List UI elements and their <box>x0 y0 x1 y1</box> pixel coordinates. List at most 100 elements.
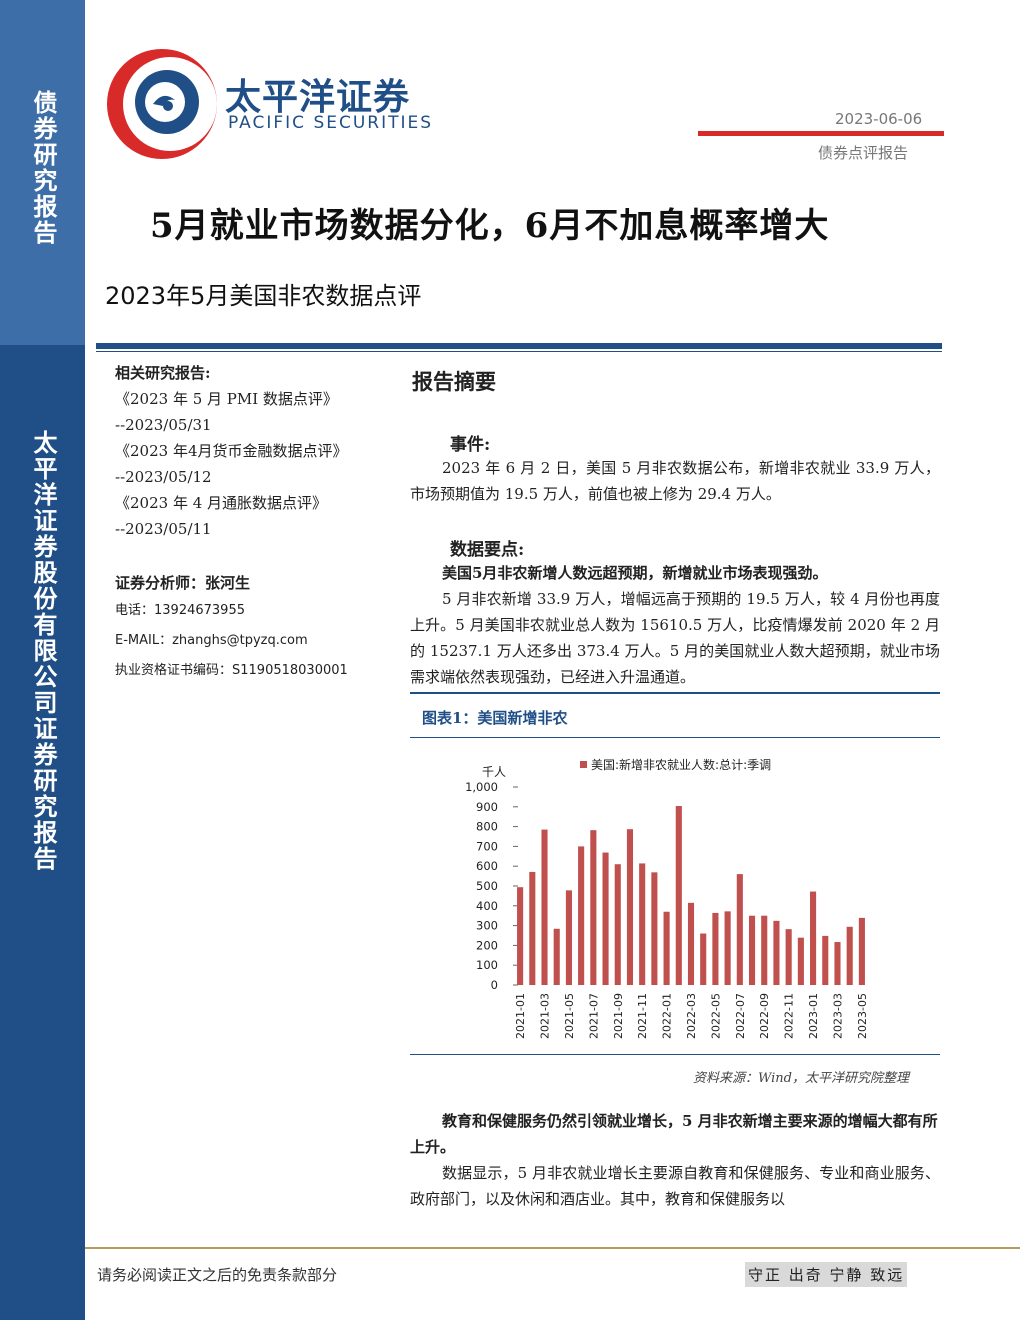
footer-rule <box>85 1247 1020 1249</box>
footer-motto: 守正 出奇 宁静 致远 <box>745 1262 908 1287</box>
y-tick-label: 700 <box>476 839 498 853</box>
left-column: 相关研究报告: 《2023 年 5 月 PMI 数据点评》 --2023/05/… <box>115 360 385 686</box>
bar <box>565 890 572 985</box>
points-heading: 数据要点: <box>450 540 525 560</box>
bar <box>687 902 695 985</box>
y-tick-label: 100 <box>476 958 498 972</box>
x-tick-label: 2021-05 <box>563 993 576 1039</box>
analyst-cert: 执业资格证书编码：S1190518030001 <box>115 663 348 678</box>
event-heading: 事件: <box>450 435 491 455</box>
analyst-heading: 证券分析师：张河生 <box>115 574 251 592</box>
bar <box>748 915 756 985</box>
x-tick-label: 2023-05 <box>856 993 869 1039</box>
related-report-link[interactable]: 《2023 年4月货币金融数据点评》 <box>115 442 348 460</box>
bar <box>822 935 829 985</box>
bar <box>553 928 560 985</box>
bottom-text-block: 教育和保健服务仍然引领就业增长，5 月非农新增主要来源的增幅大都有所上升。 数据… <box>410 1108 940 1212</box>
related-report-date: --2023/05/11 <box>115 520 212 538</box>
report-date: 2023-06-06 <box>835 110 923 128</box>
x-tick-label: 2021-09 <box>612 993 625 1039</box>
bar <box>578 846 585 985</box>
x-tick-label: 2023-03 <box>831 993 844 1039</box>
bar <box>846 926 853 985</box>
bar <box>773 920 780 985</box>
figure-sep-rule <box>410 737 940 738</box>
sidebar-company-label: 太平洋证券股份有限公司证券研究报告 <box>29 430 57 872</box>
bar <box>602 852 609 985</box>
y-tick-label: 500 <box>476 879 498 893</box>
bar <box>700 933 707 985</box>
figure-box: 图表1：美国新增非农 千人 1,000 900 800 700 600 500 400 300 2… <box>410 692 940 1057</box>
point1-heading: 美国5月非农新增人数远超预期，新增就业市场表现强劲。 <box>442 564 828 582</box>
analyst-phone: 电话：13924673955 <box>115 603 245 618</box>
bar <box>785 929 792 985</box>
related-heading: 相关研究报告: <box>115 364 211 382</box>
related-report-link[interactable]: 《2023 年 4 月通胀数据点评》 <box>115 494 328 512</box>
y-tick-label: 1,000 <box>465 780 498 794</box>
summary-column: 报告摘要 事件: 2023 年 6 月 2 日，美国 5 月非农数据公布，新增非… <box>410 362 940 690</box>
sidebar-report-category: 债券研究报告 <box>29 90 57 246</box>
bar <box>529 871 536 985</box>
x-tick-label: 2022-01 <box>661 993 674 1039</box>
sidebar-top-band <box>0 0 85 345</box>
y-tick-label: 400 <box>476 899 498 913</box>
y-axis-label: 千人 <box>482 765 506 779</box>
figure-source: 资料来源：Wind，太平洋研究院整理 <box>693 1071 909 1086</box>
bar <box>810 891 817 985</box>
related-report-date: --2023/05/31 <box>115 416 212 434</box>
y-tick-label: 0 <box>491 978 498 992</box>
bar-chart: 千人1,000 900 800 700 600 500 400 300 200 100 0 美国:新增… <box>465 757 869 1039</box>
bar <box>834 942 841 985</box>
x-tick-label: 2021-11 <box>636 993 649 1039</box>
y-tick-label: 800 <box>476 820 498 834</box>
bar <box>614 864 621 985</box>
bar <box>736 874 743 985</box>
x-tick-label: 2022-11 <box>783 993 796 1039</box>
bar <box>639 863 646 985</box>
x-tick-label: 2022-03 <box>685 993 698 1039</box>
footer-disclaimer[interactable]: 请务必阅读正文之后的免责条款部分 <box>97 1266 338 1284</box>
point2-heading: 教育和保健服务仍然引领就业增长，5 月非农新增主要来源的增幅大都有所上升。 <box>410 1112 938 1156</box>
title-rule <box>96 343 942 349</box>
related-report-date: --2023/05/12 <box>115 468 212 486</box>
x-tick-label: 2021-03 <box>539 993 552 1039</box>
header-red-rule <box>698 131 944 136</box>
bar <box>724 911 731 985</box>
logo-cn-text: 太平洋证券 <box>225 77 411 118</box>
figure-bottom-rule <box>410 1054 940 1055</box>
page-title: 5月就业市场数据分化，6月不加息概率增大 <box>150 206 830 246</box>
bar <box>797 937 804 985</box>
x-tick-label: 2023-01 <box>807 993 820 1039</box>
y-tick-label: 900 <box>476 800 498 814</box>
x-tick-label: 2021-01 <box>514 993 527 1039</box>
related-report-link[interactable]: 《2023 年 5 月 PMI 数据点评》 <box>115 390 338 408</box>
figure-label: 图表1：美国新增非农 <box>422 709 568 727</box>
analyst-email[interactable]: E-MAIL：zhanghs@tpyzq.com <box>115 633 308 648</box>
event-text: 2023 年 6 月 2 日，美国 5 月非农数据公布，新增非农就业 33.9 … <box>410 459 940 503</box>
bar <box>517 887 524 985</box>
bar <box>761 915 768 985</box>
summary-heading: 报告摘要 <box>412 369 496 394</box>
figure-top-rule <box>410 692 940 694</box>
company-logo-icon <box>107 49 217 159</box>
x-tick-label: 2022-05 <box>709 993 722 1039</box>
bar <box>626 829 634 985</box>
bar <box>712 912 719 985</box>
bar <box>651 872 658 985</box>
page-subtitle: 2023年5月美国非农数据点评 <box>105 282 422 310</box>
bar <box>663 911 670 985</box>
y-tick-label: 300 <box>476 919 498 933</box>
y-tick-label: 200 <box>476 938 498 952</box>
title-thin-rule <box>96 351 942 352</box>
x-tick-label: 2022-07 <box>734 993 747 1039</box>
y-tick-label: 600 <box>476 859 498 873</box>
legend-label: 美国:新增非农就业人数:总计:季调 <box>591 757 771 772</box>
x-tick-label: 2022-09 <box>758 993 771 1039</box>
report-type: 债券点评报告 <box>818 144 909 162</box>
legend-swatch <box>580 761 587 768</box>
point2-text: 数据显示，5 月非农就业增长主要源自教育和保健服务、专业和商业服务、政府部门，以… <box>410 1164 940 1208</box>
x-tick-label: 2021-07 <box>587 993 600 1039</box>
bar <box>590 830 597 985</box>
bar <box>675 806 682 985</box>
bar <box>858 917 865 985</box>
